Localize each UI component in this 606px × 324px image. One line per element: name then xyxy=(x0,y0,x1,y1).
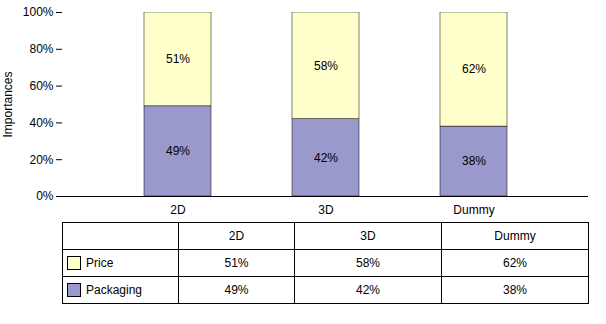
svg-text:60%: 60% xyxy=(29,79,53,93)
html-text:38%: 38% xyxy=(503,283,527,297)
svg-text:58%: 58% xyxy=(314,59,338,73)
html-text:42%: 42% xyxy=(356,283,380,297)
svg-text:Dummy: Dummy xyxy=(453,203,494,217)
svg-text:49%: 49% xyxy=(166,144,190,158)
svg-text:42%: 42% xyxy=(314,151,338,165)
svg-text:20%: 20% xyxy=(29,153,53,167)
html-text:58%: 58% xyxy=(356,256,380,270)
html-text:62%: 62% xyxy=(503,256,527,270)
svg-text:80%: 80% xyxy=(29,42,53,56)
svg-text:2D: 2D xyxy=(170,203,186,217)
svg-text:51%: 51% xyxy=(166,52,190,66)
svg-text:3D: 3D xyxy=(318,203,334,217)
html-text:Dummy: Dummy xyxy=(494,229,536,243)
html-text:3D: 3D xyxy=(360,229,376,243)
html-text:Price: Price xyxy=(86,255,114,270)
svg-text:100%: 100% xyxy=(23,5,54,19)
html-text:Packaging: Packaging xyxy=(86,282,142,297)
svg-text:40%: 40% xyxy=(29,116,53,130)
svg-text:0%: 0% xyxy=(36,189,54,203)
html-text:49%: 49% xyxy=(224,283,249,297)
svg-text:62%: 62% xyxy=(462,62,486,76)
svg-text:38%: 38% xyxy=(462,154,486,168)
html-text:2D: 2D xyxy=(228,229,245,243)
svg-text:Importances: Importances xyxy=(1,71,15,137)
html-text:51%: 51% xyxy=(224,256,249,270)
